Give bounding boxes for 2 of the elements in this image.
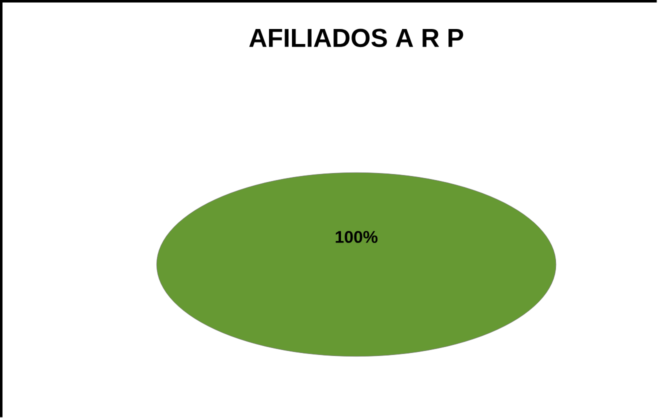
data-label: 100% [336, 230, 378, 243]
chart-title: AFILIADOS A R P [249, 28, 464, 47]
